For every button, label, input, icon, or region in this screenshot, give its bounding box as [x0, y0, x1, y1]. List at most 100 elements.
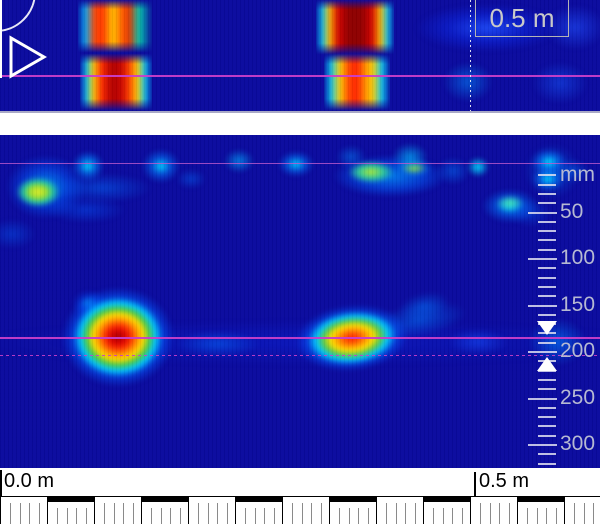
ruler-segment	[47, 496, 94, 524]
ruler-segment	[94, 496, 141, 524]
heat-blob	[176, 169, 206, 189]
ruler-segment	[470, 496, 517, 524]
depth-scale-tick	[538, 453, 556, 456]
origin-marker-line	[0, 470, 2, 500]
ruler-tick	[395, 503, 397, 524]
origin-label: 0.0 m	[4, 470, 55, 492]
ruler-tick	[536, 508, 538, 524]
depth-scale-tick	[538, 425, 556, 428]
distance-ruler	[0, 496, 600, 524]
heat-blob	[448, 329, 508, 355]
distance-ruler-section: 0.0 m 0.5 m	[0, 468, 600, 524]
ruler-segment	[564, 496, 600, 524]
depth-marker-down-handle[interactable]	[537, 321, 557, 335]
ruler-tick	[113, 503, 115, 524]
heat-blob	[467, 157, 489, 177]
depth-scale-unit: mm	[560, 163, 595, 186]
ruler-segment	[188, 496, 235, 524]
depth-scale-tick	[538, 239, 556, 242]
ruler-tick	[254, 508, 256, 524]
depth-cursor-line	[0, 337, 600, 339]
depth-scale-tick	[528, 211, 557, 214]
heat-blob	[72, 290, 106, 318]
ruler-segment	[329, 496, 376, 524]
ruler-tick	[508, 503, 510, 524]
ruler-tick	[386, 503, 388, 524]
depth-scale-tick	[538, 276, 556, 279]
ruler-tick	[76, 508, 78, 524]
heat-blob	[175, 331, 260, 357]
ruler-tick	[301, 503, 303, 524]
heat-blob	[6, 155, 86, 219]
ruler-tick	[555, 508, 557, 524]
depth-scale-tick	[538, 434, 556, 437]
ruler-segment	[282, 496, 329, 524]
depth-scale-tick	[538, 248, 556, 251]
depth-marker-up-handle[interactable]	[537, 357, 557, 371]
heat-blob	[396, 159, 432, 177]
depth-scale-tick	[528, 397, 557, 400]
half-meter-label: 0.5 m	[479, 470, 530, 492]
heat-blob	[78, 0, 152, 54]
heat-blob	[0, 219, 36, 249]
heat-blob	[80, 52, 152, 111]
ruler-tick	[433, 508, 435, 524]
depth-scale-label: 200	[560, 339, 596, 362]
ruler-tick	[292, 503, 294, 524]
depth-scale-tick	[538, 220, 556, 223]
ruler-segment	[376, 496, 423, 524]
heat-blob	[224, 149, 254, 173]
ruler-segment	[423, 496, 470, 524]
heat-blob	[336, 145, 366, 169]
depth-scale-label: 300	[560, 432, 596, 455]
ruler-tick	[320, 503, 322, 524]
range-overlay-box: 0.5 m	[475, 0, 569, 37]
heat-blob	[278, 151, 314, 177]
strip-reference-line	[0, 75, 600, 77]
scan-direction-triangle-icon	[9, 35, 48, 79]
ruler-tick	[132, 503, 134, 524]
depth-scale-tick	[538, 267, 556, 270]
ruler-tick	[527, 508, 529, 524]
ruler-tick	[226, 503, 228, 524]
arc-icon	[0, 0, 36, 32]
ruler-tick	[151, 508, 153, 524]
range-label: 0.5 m	[489, 3, 555, 33]
heat-blob	[443, 62, 493, 102]
heat-blob	[496, 195, 524, 211]
heat-blob	[348, 161, 394, 183]
ruler-tick	[104, 503, 106, 524]
ruler-tick	[583, 503, 585, 524]
ruler-tick	[179, 508, 181, 524]
scan-start-edge-line	[0, 0, 2, 78]
ruler-tick	[311, 503, 313, 524]
ruler-tick	[461, 508, 463, 524]
ruler-tick	[38, 503, 40, 524]
ruler-tick	[66, 508, 68, 524]
ruler-tick	[405, 503, 407, 524]
depth-scale-tick	[538, 313, 556, 316]
ruler-tick	[57, 508, 59, 524]
depth-scale-tick	[538, 285, 556, 288]
scan-column-texture	[0, 135, 600, 468]
ruler-tick	[160, 508, 162, 524]
ruler-segment	[0, 496, 47, 524]
depth-scale-tick	[528, 351, 557, 353]
heat-blob	[0, 320, 600, 366]
ruler-tick	[198, 503, 200, 524]
depth-cross-section-panel: mm 50 100 150 200 250 300	[0, 135, 600, 468]
heat-blob	[436, 157, 470, 185]
ruler-tick	[123, 503, 125, 524]
ruler-tick	[442, 508, 444, 524]
depth-scale-tick	[538, 174, 556, 177]
ruler-tick	[85, 508, 87, 524]
depth-scale-tick	[538, 378, 556, 381]
ruler-tick	[546, 508, 548, 524]
ruler-tick	[245, 508, 247, 524]
heat-blob	[142, 149, 180, 183]
depth-scale-tick	[538, 192, 556, 195]
ruler-tick	[217, 503, 219, 524]
quickscan-preview-panel: 0.5 m	[0, 0, 600, 111]
ruler-tick	[367, 508, 369, 524]
